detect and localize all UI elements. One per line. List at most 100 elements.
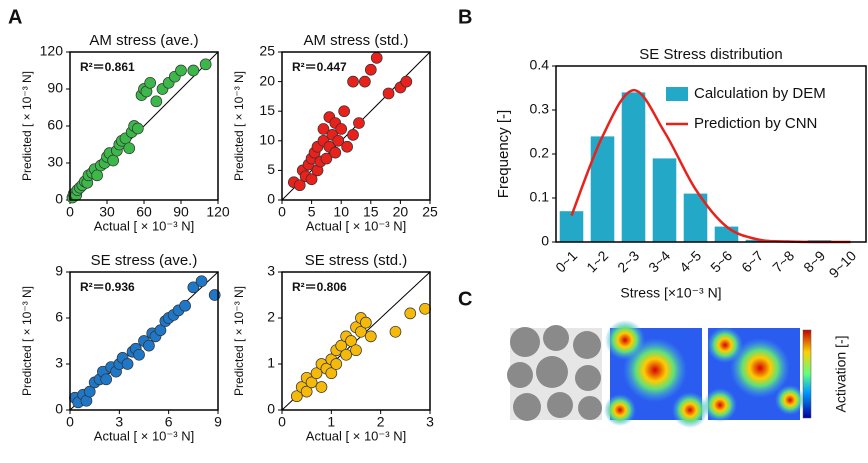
activation-blob bbox=[707, 327, 743, 363]
point bbox=[345, 335, 357, 347]
x-tick-label: 10 bbox=[333, 204, 349, 220]
y-tick-label: 30 bbox=[47, 154, 63, 170]
plot-frame bbox=[555, 65, 867, 243]
legend-swatch bbox=[666, 87, 688, 101]
bar bbox=[621, 92, 646, 243]
point bbox=[144, 76, 157, 89]
x-tick-label: 0 bbox=[278, 204, 286, 220]
point bbox=[335, 123, 348, 135]
particles bbox=[507, 325, 602, 421]
x-axis-label: Actual [ × 10⁻³ N] bbox=[306, 428, 406, 443]
y-tick-label: 3 bbox=[55, 355, 63, 371]
point bbox=[325, 367, 338, 380]
activation-blob bbox=[604, 394, 636, 426]
point bbox=[143, 339, 155, 352]
y-tick-label: 9 bbox=[55, 263, 63, 279]
x-tick-label: 25 bbox=[422, 204, 438, 220]
point bbox=[300, 385, 313, 398]
x-tick-label: 9~10 bbox=[826, 247, 860, 281]
x-tick-label: 30 bbox=[99, 204, 115, 220]
panel-label: B bbox=[458, 6, 472, 28]
x-axis-label: Actual [ × 10⁻³ N] bbox=[306, 218, 406, 233]
plot-frame bbox=[281, 51, 431, 201]
x-tick-label: 7~8 bbox=[769, 247, 797, 275]
y-axis-label: Predicted [ × 10⁻³ N] bbox=[20, 286, 34, 396]
point bbox=[404, 307, 417, 320]
legend-label: Prediction by CNN bbox=[694, 115, 817, 132]
point bbox=[107, 154, 120, 167]
plot-frame bbox=[281, 271, 431, 411]
y-tick-label: 60 bbox=[47, 117, 63, 133]
y-tick-label: 1 bbox=[267, 355, 275, 371]
x-axis-label: Actual [ × 10⁻³ N] bbox=[94, 218, 194, 233]
point bbox=[364, 63, 377, 76]
y-axis-label: Predicted [ × 10⁻³ N] bbox=[20, 71, 34, 181]
y-tick-label: 90 bbox=[47, 80, 63, 96]
x-tick-label: 0 bbox=[66, 414, 74, 430]
point bbox=[290, 390, 303, 403]
bar bbox=[714, 226, 739, 242]
bar bbox=[683, 193, 708, 242]
point bbox=[353, 117, 365, 129]
point bbox=[340, 348, 352, 361]
point bbox=[419, 302, 431, 315]
point bbox=[154, 324, 167, 337]
plot-frame bbox=[69, 51, 219, 201]
bar bbox=[590, 136, 615, 242]
panel-label: A bbox=[8, 6, 22, 28]
point bbox=[347, 75, 359, 88]
y-tick-label: 120 bbox=[40, 43, 64, 59]
x-axis-label: Actual [ × 10⁻³ N] bbox=[94, 428, 194, 443]
point bbox=[187, 64, 200, 77]
panel-label: C bbox=[458, 288, 472, 310]
x-tick-label: 3 bbox=[426, 414, 434, 430]
point bbox=[175, 64, 187, 77]
y-tick-label: 20 bbox=[259, 72, 275, 88]
x-tick-label: 5~6 bbox=[707, 247, 735, 275]
x-tick-label: 5 bbox=[308, 204, 316, 220]
y-tick-label: 0 bbox=[541, 233, 549, 249]
x-tick-label: 2 bbox=[377, 414, 385, 430]
point bbox=[332, 134, 345, 147]
point bbox=[91, 169, 103, 182]
y-tick-label: 0 bbox=[55, 191, 63, 207]
point bbox=[317, 123, 330, 135]
annotation: R²＝0.936 bbox=[80, 280, 135, 294]
x-tick-label: 1~2 bbox=[583, 247, 611, 275]
activation-maps: Activation [-] bbox=[507, 320, 849, 428]
point bbox=[131, 122, 144, 135]
x-tick-label: 90 bbox=[173, 204, 189, 220]
x-tick-label: 3~4 bbox=[645, 247, 673, 275]
y-tick-label: 0.1 bbox=[530, 189, 550, 205]
activation-blob bbox=[605, 320, 645, 360]
point bbox=[150, 95, 163, 108]
point bbox=[347, 129, 359, 141]
point bbox=[364, 330, 377, 343]
y-tick-label: 0 bbox=[267, 401, 275, 417]
y-tick-label: 0.4 bbox=[530, 57, 550, 73]
x-tick-label: 8~9 bbox=[800, 247, 828, 275]
point bbox=[179, 299, 191, 312]
annotation: R²＝0.861 bbox=[80, 60, 135, 74]
bar bbox=[652, 158, 677, 242]
point bbox=[199, 58, 212, 71]
x-tick-label: 0 bbox=[278, 414, 286, 430]
activation-blob bbox=[672, 392, 708, 428]
y-tick-label: 25 bbox=[259, 43, 275, 59]
activation-blob bbox=[775, 385, 805, 415]
y-tick-label: 6 bbox=[55, 309, 63, 325]
x-tick-label: 1 bbox=[327, 414, 335, 430]
y-axis-label: Predicted [ × 10⁻³ N] bbox=[232, 286, 246, 396]
x-tick-label: 15 bbox=[363, 204, 379, 220]
y-tick-label: 0 bbox=[55, 401, 63, 417]
x-tick-label: 6~7 bbox=[738, 247, 766, 275]
point bbox=[320, 152, 333, 165]
chart-title: AM stress (std.) bbox=[303, 32, 408, 49]
legend-label: Calculation by DEM bbox=[694, 85, 826, 102]
point bbox=[133, 348, 145, 361]
y-tick-label: 10 bbox=[259, 132, 275, 148]
y-axis-label: Frequency [-] bbox=[495, 110, 512, 198]
chart-title: SE stress (ave.) bbox=[91, 252, 198, 269]
y-tick-label: 2 bbox=[267, 309, 275, 325]
y-tick-label: 15 bbox=[259, 102, 275, 118]
